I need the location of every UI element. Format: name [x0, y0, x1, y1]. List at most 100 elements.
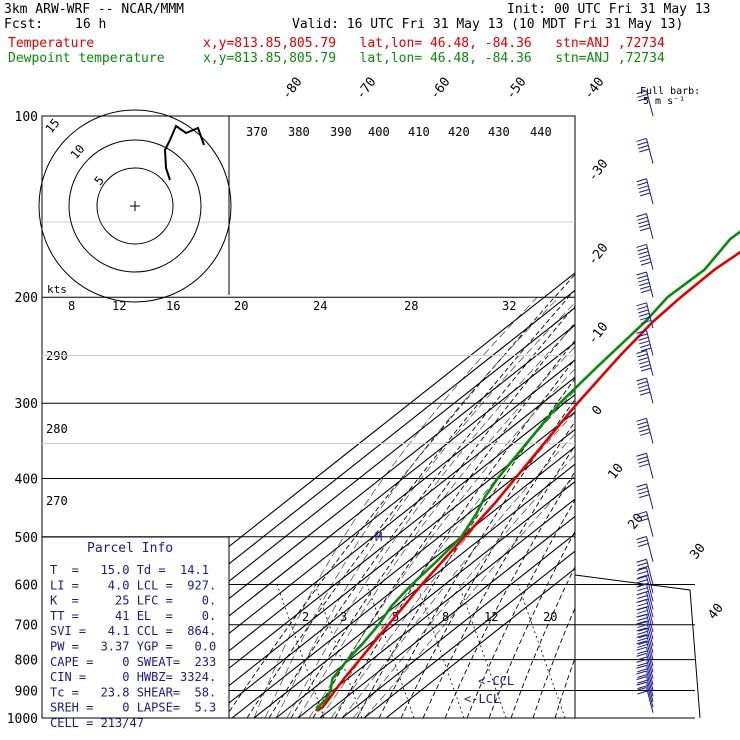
temperature-profile: [316, 250, 740, 712]
barb-flag: [638, 598, 649, 603]
wind-barb: [636, 302, 654, 329]
barb-flag: [636, 652, 647, 657]
wind-barb: [636, 633, 654, 660]
parcel-row: PW = 3.37 YGP = 0.0: [50, 640, 216, 654]
barb-flag: [636, 377, 647, 382]
barb-flag: [639, 312, 650, 317]
barb-flag: [638, 97, 649, 102]
isotherm-line: [253, 463, 575, 718]
barb-flag: [637, 93, 648, 98]
model-title: 3km ARW-WRF -- NCAR/MMM: [4, 2, 185, 17]
wind-barb: [636, 452, 654, 479]
barb-flag: [638, 543, 649, 548]
isotherm-line: [275, 480, 575, 718]
barb-flag: [636, 178, 647, 183]
pressure-label-400: 400: [15, 472, 38, 487]
wind-barb: [636, 670, 654, 697]
theta-label: 410: [408, 125, 430, 139]
hodo-speed-label: 16: [166, 299, 180, 313]
wind-barb: [636, 687, 654, 713]
barb-staff: [646, 536, 654, 562]
barb-staff: [646, 659, 654, 685]
barb-staff: [646, 681, 654, 708]
dry-adiabat: [290, 322, 575, 718]
barb-flag: [636, 681, 647, 686]
wind-barb: [636, 271, 654, 298]
wind-barb: [636, 676, 654, 702]
barb-flag: [637, 141, 648, 146]
wind-barb: [636, 137, 654, 164]
barb-staff: [646, 640, 654, 667]
temperature-location: x,y=813.85,805.79 lat,lon= 46.48, -84.36…: [203, 36, 665, 51]
barb-staff: [646, 418, 654, 444]
parcel-row: Tc = 23.8 SHEAR= 58.: [50, 685, 216, 699]
barb-flag: [636, 417, 647, 422]
wind-barb: [636, 613, 654, 640]
isotherm-label-top: -80: [279, 75, 305, 103]
barb-flag: [637, 656, 648, 661]
barb-flag: [639, 360, 650, 365]
barb-key-label: Full barb:: [640, 86, 700, 97]
barb-flag: [638, 278, 649, 283]
barb-flag: [638, 620, 649, 625]
barb-staff: [646, 90, 654, 117]
dry-adiabat: [731, 116, 740, 718]
parcel-info-box: Parcel Info T = 15.0 Td = 14.1LI = 4.0 LC…: [41, 536, 230, 730]
barb-flag: [638, 627, 649, 632]
barb-flag: [639, 282, 650, 287]
dry-adiabat: [268, 305, 575, 718]
hodo-trace: [163, 124, 205, 181]
barb-flag: [637, 630, 648, 635]
isotherm-label-right: 10: [605, 461, 626, 483]
barb-flag: [640, 367, 652, 372]
barb-flag: [638, 590, 649, 595]
hodo-center: [130, 201, 140, 211]
dry-adiabat: [665, 116, 740, 718]
pressure-label-900: 900: [15, 684, 38, 699]
isotherm-label-right: -20: [585, 241, 611, 269]
barb-flag: [639, 391, 651, 396]
dry-adiabat: [621, 116, 740, 718]
parcel-row: SREH = 0 LAPSE= 5.3: [50, 701, 216, 715]
dry-adiabat: [246, 289, 575, 718]
barb-flag: [638, 336, 649, 341]
m-marker: M: [375, 530, 382, 544]
barb-flag: [636, 640, 647, 645]
barb-flag: [636, 646, 647, 651]
barb-flag: [637, 674, 648, 678]
theta-label: 430: [488, 125, 510, 139]
wind-barb: [636, 681, 654, 708]
parcel-title: Parcel Info: [87, 541, 173, 556]
temperature-legend: Temperature: [8, 36, 95, 51]
barb-staff: [646, 584, 654, 610]
moist-adiabat: [286, 324, 575, 718]
barb-flag: [636, 558, 647, 563]
hodo-ring-label: 15: [43, 116, 63, 136]
profiles: [314, 230, 740, 712]
barb-staff: [646, 613, 654, 640]
theta-label-left: 270: [46, 494, 68, 508]
hodo-speed-label: 12: [112, 299, 126, 313]
barb-staff: [646, 620, 654, 647]
dewpoint-location: x,y=813.85,805.79 lat,lon= 46.48, -84.36…: [203, 51, 665, 66]
wind-barb: [636, 349, 654, 376]
barb-flag: [636, 687, 647, 691]
barb-flag: [640, 347, 652, 352]
dry-adiabat: [554, 656, 575, 718]
isotherm-label-top: -70: [353, 75, 379, 103]
barb-flag: [637, 353, 648, 358]
barb-flag: [639, 192, 651, 197]
wind-barbs: [636, 90, 654, 713]
dewpoint-profile: [314, 230, 740, 712]
barb-flag: [639, 316, 651, 321]
barb-staff: [646, 453, 654, 479]
wind-barb: [636, 620, 654, 647]
barb-flag: [637, 487, 648, 492]
wind-barb: [636, 483, 654, 510]
valid-time: Valid: 16 UTC Fri 31 May 13 (10 MDT Fri …: [292, 17, 684, 32]
barb-flag: [637, 181, 648, 186]
barb-flag: [639, 254, 650, 259]
barb-staff: [646, 244, 654, 270]
moist-adiabat: [363, 475, 575, 718]
isotherm-line: [187, 411, 575, 718]
